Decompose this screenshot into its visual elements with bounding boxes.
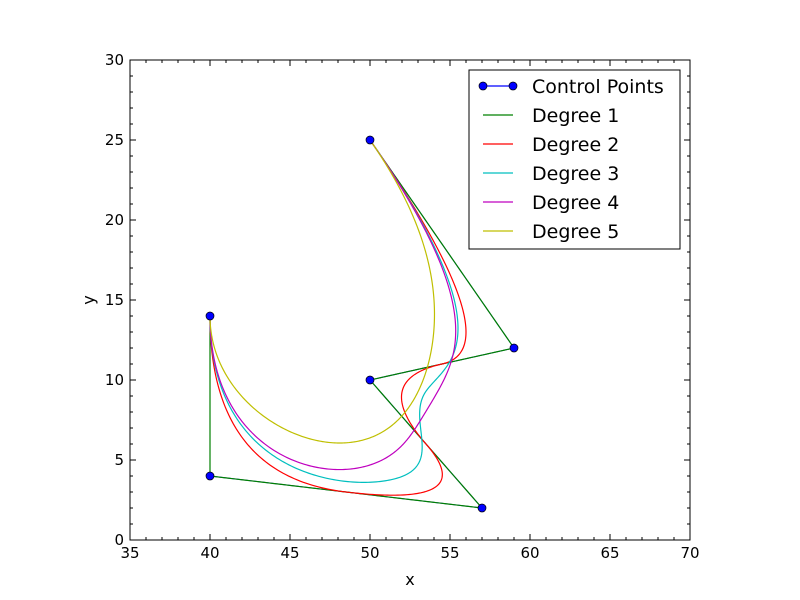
y-tick-label: 25 [105, 131, 124, 149]
series-line-degree-4 [209, 139, 457, 471]
y-tick-label: 20 [105, 211, 124, 229]
control-point-marker [509, 343, 519, 353]
legend-marker [508, 81, 518, 91]
legend-label: Degree 5 [532, 221, 619, 243]
legend-label: Degree 2 [532, 134, 619, 156]
x-tick-label: 50 [360, 544, 379, 562]
y-tick-label: 30 [105, 51, 124, 69]
x-tick-label: 60 [520, 544, 539, 562]
control-point-marker [205, 471, 215, 481]
plot-area [205, 135, 519, 513]
x-tick-label: 40 [200, 544, 219, 562]
axes-frame [129, 59, 691, 541]
legend-label: Control Points [532, 76, 664, 98]
y-tick-label: 5 [114, 451, 124, 469]
legend-marker [478, 81, 488, 91]
x-tick-label: 55 [440, 544, 459, 562]
series-line-degree-5 [209, 139, 436, 444]
x-tick-label: 35 [120, 544, 139, 562]
x-axis-label: x [405, 570, 414, 589]
plot-clip-group [209, 139, 516, 509]
axis-ticks: 35 40 45 50 55 60 65 70 0 5 10 15 20 25 30 [105, 51, 700, 562]
legend-label: Degree 1 [532, 105, 619, 127]
legend: Control Points Degree 1 Degree 2 Degree 3 De… [468, 69, 681, 250]
x-tick-label: 70 [680, 544, 699, 562]
control-point-marker [205, 311, 215, 321]
y-tick-label: 15 [105, 291, 124, 309]
legend-box [468, 69, 681, 250]
x-tick-label: 45 [280, 544, 299, 562]
control-point-marker [365, 135, 375, 145]
y-tick-label: 0 [114, 531, 124, 549]
y-axis-label: y [79, 295, 98, 304]
legend-label: Degree 3 [532, 163, 619, 185]
control-point-marker [477, 503, 487, 513]
x-tick-label: 65 [600, 544, 619, 562]
series-line-degree-3 [209, 139, 459, 483]
series-line-degree-2 [209, 139, 467, 496]
control-point-marker [365, 375, 375, 385]
legend-label: Degree 4 [532, 192, 619, 214]
y-tick-label: 10 [105, 371, 124, 389]
